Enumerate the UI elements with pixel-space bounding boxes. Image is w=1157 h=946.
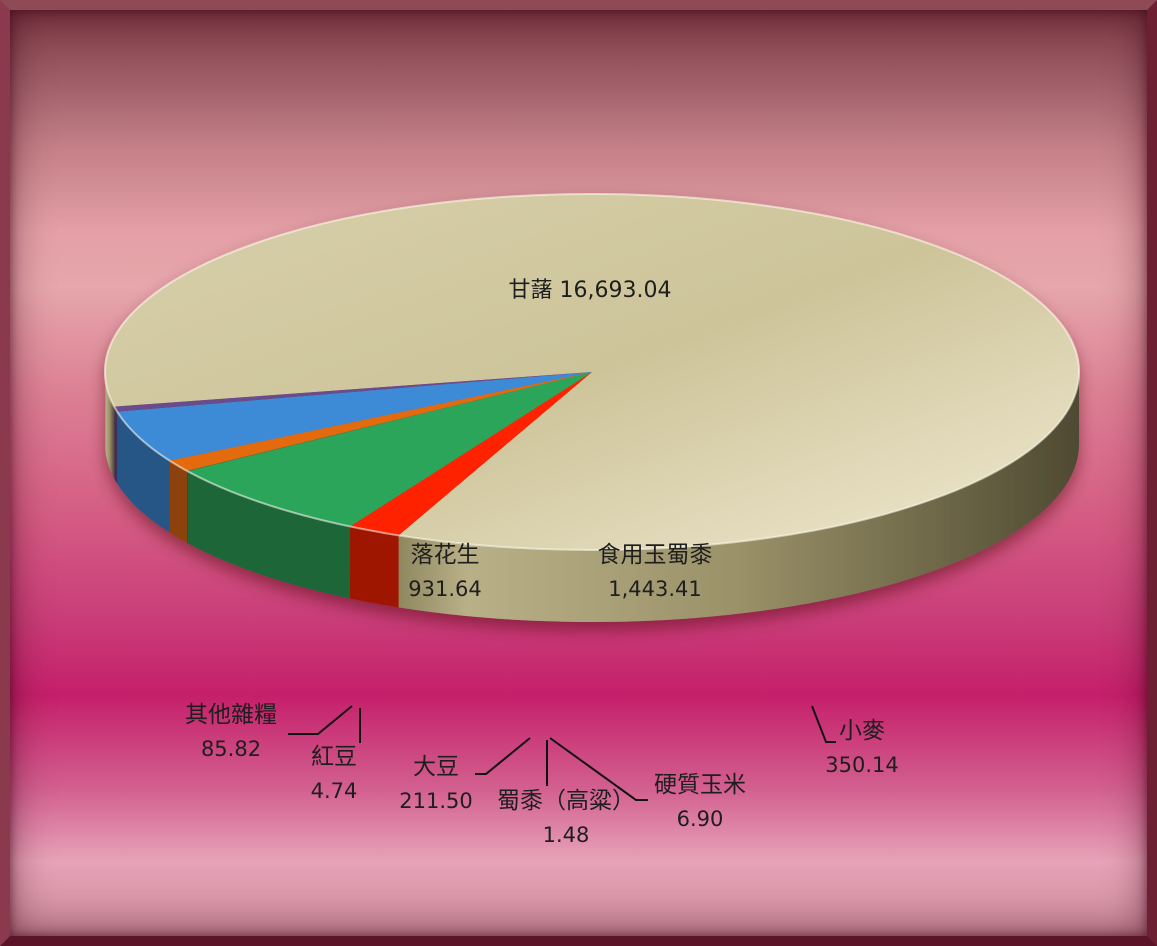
leader-line-wheat bbox=[811, 705, 836, 743]
label-text-sweet-potato: 甘藷 16,693.04 bbox=[509, 278, 672, 303]
data-label-sorghum: 蜀黍（高粱） 1.48 bbox=[497, 740, 635, 847]
label-value-red-bean: 4.74 bbox=[311, 779, 358, 803]
label-name-soybean: 大豆 bbox=[413, 754, 459, 780]
pie-slice-peanut bbox=[117, 372, 592, 461]
pie-side-peanut bbox=[117, 411, 170, 533]
pie-slice-other-grains bbox=[114, 372, 592, 412]
leader-line-hard-corn bbox=[549, 737, 648, 801]
pie-slice-red-bean bbox=[117, 372, 592, 412]
pie-slice-sorghum bbox=[186, 372, 592, 471]
label-value-peanut: 931.64 bbox=[408, 577, 481, 601]
label-name-wheat: 小麥 bbox=[839, 718, 885, 744]
pie-slice-edible-corn bbox=[187, 372, 592, 527]
data-label-wheat: 小麥 350.14 bbox=[811, 705, 899, 777]
pie-rim bbox=[104, 193, 1080, 551]
label-value-edible-corn: 1,443.41 bbox=[608, 577, 702, 601]
pie-slice-hard-corn bbox=[187, 372, 592, 472]
data-label-sweet-potato: 甘藷 16,693.04 bbox=[509, 278, 672, 303]
data-label-edible-corn: 食用玉蜀黍 1,443.41 bbox=[598, 542, 713, 601]
label-value-other-grains: 85.82 bbox=[201, 737, 261, 761]
label-name-edible-corn: 食用玉蜀黍 bbox=[598, 542, 713, 568]
pie-side-sweet-potato bbox=[398, 372, 1079, 622]
pie-side-hard-corn bbox=[187, 470, 188, 544]
label-value-wheat: 350.14 bbox=[825, 753, 898, 777]
data-label-red-bean: 紅豆 4.74 bbox=[311, 708, 361, 803]
label-name-hard-corn: 硬質玉米 bbox=[654, 772, 746, 798]
data-label-peanut: 落花生 931.64 bbox=[408, 542, 481, 601]
pie-side-wheat bbox=[350, 526, 399, 608]
pie-slice-wheat bbox=[350, 372, 592, 536]
pie-side-edible-corn bbox=[187, 471, 351, 599]
leader-line-other-grains bbox=[288, 705, 353, 735]
label-name-other-grains: 其他雜糧 bbox=[185, 702, 277, 728]
data-label-soybean: 大豆 211.50 bbox=[399, 737, 531, 813]
pie-side-soybean bbox=[169, 460, 187, 543]
data-label-other-grains: 其他雜糧 85.82 bbox=[185, 702, 353, 761]
label-name-peanut: 落花生 bbox=[411, 542, 480, 568]
leader-line-soybean bbox=[475, 737, 531, 775]
pie-slice-soybean bbox=[169, 372, 592, 471]
pie-side-sweet-potato bbox=[105, 372, 115, 479]
label-name-sorghum: 蜀黍（高粱） bbox=[497, 788, 635, 814]
label-value-sorghum: 1.48 bbox=[543, 823, 590, 847]
label-value-hard-corn: 6.90 bbox=[677, 807, 724, 831]
label-value-soybean: 211.50 bbox=[399, 789, 472, 813]
data-label-hard-corn: 硬質玉米 6.90 bbox=[549, 737, 746, 831]
pie-side-other-grains bbox=[114, 406, 118, 484]
pie-slice-sweet-potato bbox=[105, 194, 1079, 551]
label-name-red-bean: 紅豆 bbox=[311, 744, 357, 770]
